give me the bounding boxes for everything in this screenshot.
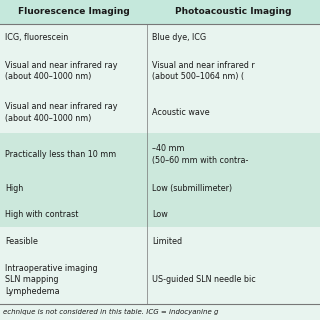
- Bar: [0, 50, 320, 92]
- Text: Low: Low: [152, 210, 168, 219]
- Bar: [0, 92, 320, 133]
- Text: Practically less than 10 mm: Practically less than 10 mm: [5, 150, 116, 159]
- Text: High: High: [5, 184, 23, 193]
- Text: Limited: Limited: [152, 237, 182, 246]
- Text: echnique is not considered in this table. ICG = indocyanine g: echnique is not considered in this table…: [3, 309, 218, 315]
- Bar: [0, 304, 320, 320]
- Text: US-guided SLN needle bic: US-guided SLN needle bic: [152, 276, 256, 284]
- Bar: [0, 201, 320, 228]
- Text: Feasible: Feasible: [5, 237, 38, 246]
- Bar: [0, 228, 320, 256]
- Bar: [0, 0, 320, 24]
- Text: Acoustic wave: Acoustic wave: [152, 108, 210, 117]
- Bar: [0, 256, 320, 304]
- Text: –40 mm
(50–60 mm with contra-: –40 mm (50–60 mm with contra-: [152, 144, 248, 164]
- Text: High with contrast: High with contrast: [5, 210, 78, 219]
- Bar: [0, 175, 320, 201]
- Text: Visual and near infrared ray
(about 400–1000 nm): Visual and near infrared ray (about 400–…: [5, 102, 117, 123]
- Text: ICG, fluorescein: ICG, fluorescein: [5, 33, 68, 42]
- Text: Fluorescence Imaging: Fluorescence Imaging: [18, 7, 130, 17]
- Bar: [0, 133, 320, 175]
- Text: Photoacoustic Imaging: Photoacoustic Imaging: [175, 7, 292, 17]
- Bar: [0, 24, 320, 50]
- Text: Intraoperative imaging
SLN mapping
Lymphedema: Intraoperative imaging SLN mapping Lymph…: [5, 264, 97, 296]
- Text: Blue dye, ICG: Blue dye, ICG: [152, 33, 206, 42]
- Text: Low (submillimeter): Low (submillimeter): [152, 184, 232, 193]
- Text: Visual and near infrared r
(about 500–1064 nm) (: Visual and near infrared r (about 500–10…: [152, 60, 255, 81]
- Text: Visual and near infrared ray
(about 400–1000 nm): Visual and near infrared ray (about 400–…: [5, 60, 117, 81]
